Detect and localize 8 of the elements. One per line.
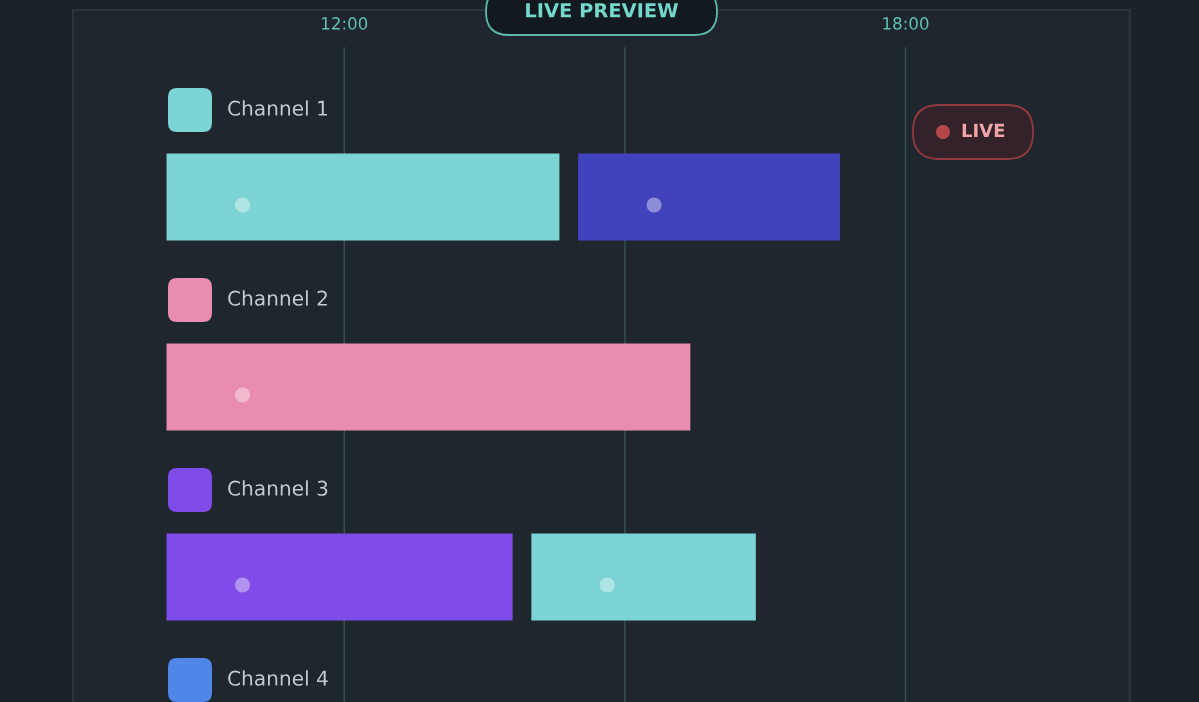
chart-title: LIVE PREVIEW bbox=[526, 3, 679, 18]
y-tick-label: Channel 1 bbox=[228, 100, 328, 116]
y-tick-label: Channel 2 bbox=[228, 290, 327, 306]
x-tick-label: 18:00 bbox=[883, 17, 929, 30]
annotation: LIVE bbox=[962, 123, 1005, 137]
x-tick-label: 12:00 bbox=[322, 17, 368, 30]
y-tick-label: Channel 4 bbox=[228, 670, 328, 686]
y-tick-label: Channel 3 bbox=[228, 480, 328, 496]
